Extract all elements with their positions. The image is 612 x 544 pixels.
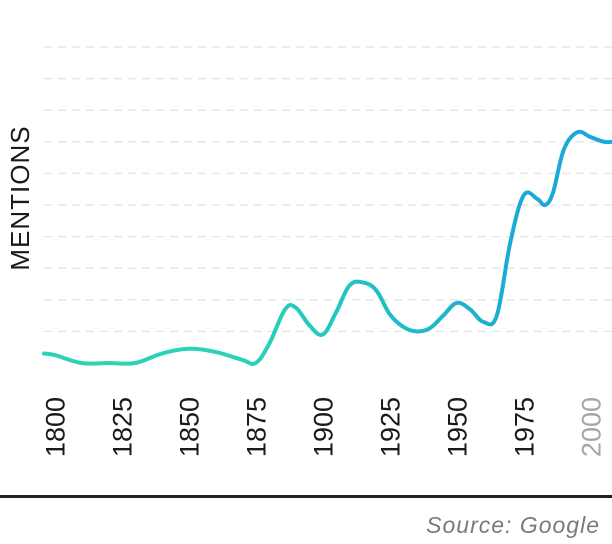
x-tick-label: 1825 [108, 397, 138, 457]
baseline-bar [0, 495, 612, 498]
mentions-series-line [42, 129, 612, 366]
x-tick-label: 1900 [309, 397, 339, 457]
x-tick-label: 1925 [376, 397, 406, 457]
x-tick-label: 1950 [443, 397, 473, 457]
grid-lines [44, 46, 612, 333]
x-tick-label: 1875 [242, 397, 272, 457]
x-tick-label: 1800 [41, 397, 71, 457]
y-axis-label: MENTIONS [5, 125, 35, 270]
x-tick-label: 2000 [577, 397, 607, 457]
x-axis-ticks: 1800 1825 1850 1875 1900 1925 1950 1975 2000 [41, 397, 607, 457]
source-note: Source: Google [426, 512, 600, 538]
x-tick-label: 1975 [510, 397, 540, 457]
x-tick-label: 1850 [175, 397, 205, 457]
